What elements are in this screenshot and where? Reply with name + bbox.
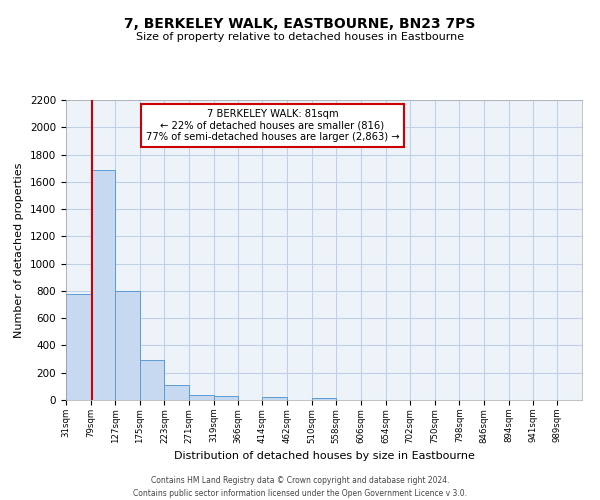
Bar bbox=[311, 398, 337, 400]
Bar bbox=[214, 396, 238, 400]
Text: Contains HM Land Registry data © Crown copyright and database right 2024.: Contains HM Land Registry data © Crown c… bbox=[151, 476, 449, 485]
Y-axis label: Number of detached properties: Number of detached properties bbox=[14, 162, 25, 338]
Text: Contains public sector information licensed under the Open Government Licence v : Contains public sector information licen… bbox=[133, 489, 467, 498]
Bar bbox=[164, 385, 189, 400]
Text: 7, BERKELEY WALK, EASTBOURNE, BN23 7PS: 7, BERKELEY WALK, EASTBOURNE, BN23 7PS bbox=[124, 18, 476, 32]
Bar bbox=[140, 360, 164, 400]
Bar bbox=[115, 291, 140, 400]
Text: 7 BERKELEY WALK: 81sqm
← 22% of detached houses are smaller (816)
77% of semi-de: 7 BERKELEY WALK: 81sqm ← 22% of detached… bbox=[146, 109, 399, 142]
X-axis label: Distribution of detached houses by size in Eastbourne: Distribution of detached houses by size … bbox=[173, 451, 475, 461]
Bar bbox=[66, 294, 91, 400]
Bar bbox=[189, 395, 214, 400]
Bar bbox=[91, 170, 115, 400]
Bar bbox=[262, 397, 287, 400]
Text: Size of property relative to detached houses in Eastbourne: Size of property relative to detached ho… bbox=[136, 32, 464, 42]
